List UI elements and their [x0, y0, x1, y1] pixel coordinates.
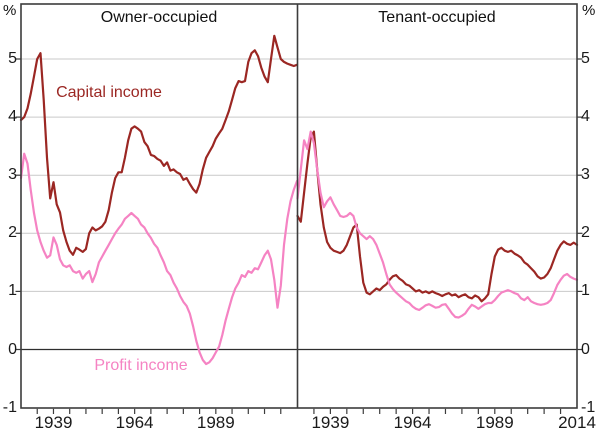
x-axis-label-2014-panel1: 2014 [558, 413, 596, 432]
unit-label-top-left: % [3, 2, 17, 19]
x-axis-label-1964-panel1: 1964 [393, 413, 432, 432]
panel-title-owner-occupied: Owner-occupied [100, 9, 218, 26]
panel-title-tenant-occupied: Tenant-occupied [378, 9, 496, 26]
x-axis-label-1989-panel1: 1989 [475, 413, 514, 432]
series-line-profit-income [19, 152, 299, 366]
series-line-capital-income [19, 34, 299, 256]
x-axis-label-1989-panel0: 1989 [196, 413, 235, 432]
y-axis-label-right--1: -1 [581, 398, 596, 416]
y-axis-label-right-4: 4 [581, 108, 590, 126]
y-axis-label-right-5: 5 [581, 50, 590, 67]
plot-frame [20, 3, 578, 409]
unit-label-top-right: % [582, 2, 596, 19]
y-axis-label-left-4: 4 [8, 108, 17, 126]
series-line-capital-income [296, 130, 579, 303]
x-axis-label-1939-panel1: 1939 [311, 413, 350, 432]
y-axis-label-right-0: 0 [581, 340, 590, 358]
y-axis-label-left-3: 3 [8, 166, 17, 184]
capital-income-label: Capital income [56, 84, 162, 101]
y-axis-label-left-2: 2 [8, 224, 17, 242]
y-axis-label-right-2: 2 [581, 224, 590, 242]
y-axis-label-left--1: -1 [2, 398, 17, 416]
profit-income-label: Profit income [94, 357, 188, 374]
series-line-profit-income [296, 130, 579, 319]
y-axis-label-right-1: 1 [581, 282, 590, 300]
x-axis-label-1939-panel0: 1939 [34, 413, 73, 432]
y-axis-label-left-5: 5 [8, 50, 17, 67]
y-axis-label-right-3: 3 [581, 166, 590, 184]
y-axis-label-left-0: 0 [8, 340, 17, 358]
x-axis-label-1964-panel0: 1964 [115, 413, 154, 432]
y-axis-label-left-1: 1 [8, 282, 17, 300]
